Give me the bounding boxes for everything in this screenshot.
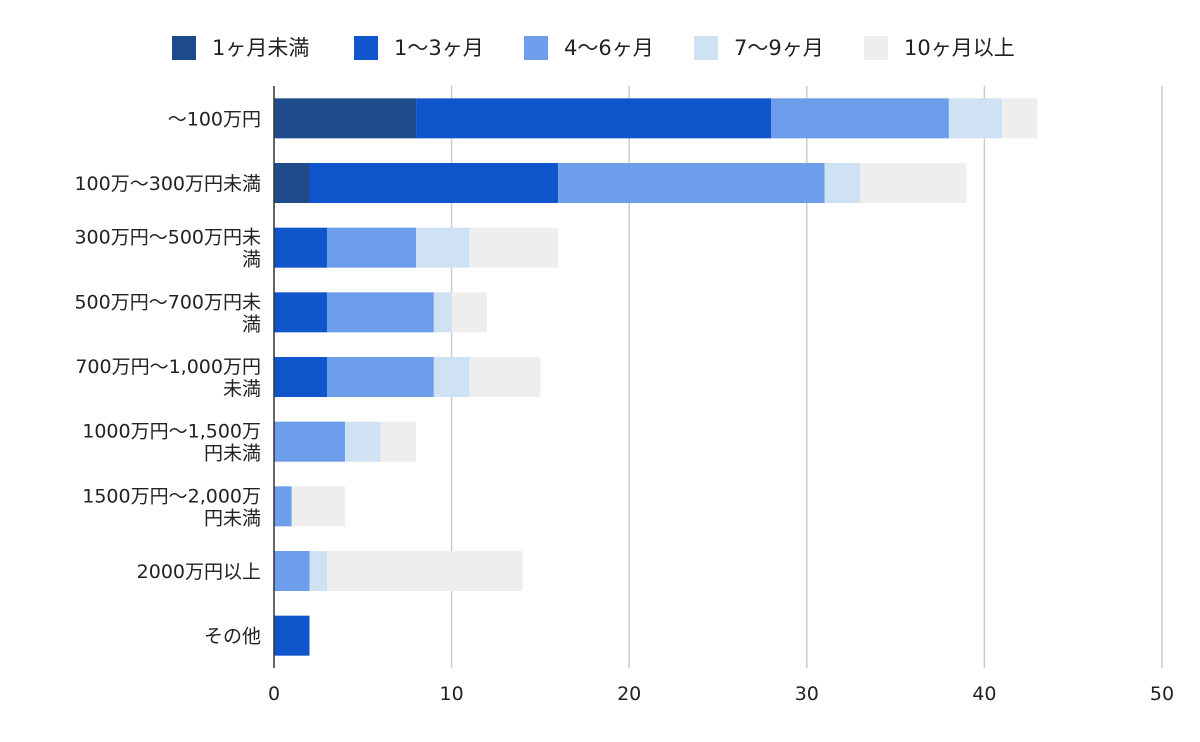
legend-item-3: 4〜6ヶ月 xyxy=(524,36,654,60)
bar-segment-1-series-1 xyxy=(274,98,417,139)
bar-segment-2-series-4 xyxy=(824,163,861,203)
bar-segment-3-series-4 xyxy=(416,227,470,268)
category-label-3-line-1: 300万円〜500万円未 xyxy=(74,227,261,249)
legend-item-5: 10ヶ月以上 xyxy=(864,36,1015,60)
bar-segment-8-series-3 xyxy=(274,551,310,591)
legend-swatch-1 xyxy=(172,36,196,60)
bar-segment-3-series-3 xyxy=(327,227,417,268)
legend-swatch-5 xyxy=(864,36,888,60)
legend-swatch-3 xyxy=(524,36,548,60)
bar-segment-4-series-5 xyxy=(451,292,488,333)
bar-segment-1-series-4 xyxy=(948,98,1003,139)
bar-segment-6-series-4 xyxy=(345,421,381,462)
bar-segment-4-series-3 xyxy=(327,292,434,333)
legend-label-5: 10ヶ月以上 xyxy=(904,36,1015,60)
category-label-8: 2000万円以上 xyxy=(137,561,261,583)
category-label-4-line-1: 500万円〜700万円未 xyxy=(74,291,261,313)
category-label-6-line-1: 1000万円〜1,500万 xyxy=(82,421,261,443)
x-tick-label-10: 10 xyxy=(440,683,464,705)
bar-segment-5-series-2 xyxy=(274,357,328,397)
x-tick-label-50: 50 xyxy=(1150,683,1174,705)
bar-segment-9-series-2 xyxy=(274,615,310,656)
x-tick-labels: 0 10 20 30 40 50 xyxy=(268,683,1174,705)
bar-segment-2-series-2 xyxy=(309,163,559,203)
bar-segment-5-series-5 xyxy=(469,357,541,397)
x-tick-label-20: 20 xyxy=(617,683,641,705)
category-label-2: 100万〜300万円未満 xyxy=(74,173,261,195)
bar-segment-1-series-5 xyxy=(1002,98,1038,139)
legend-swatch-2 xyxy=(354,36,378,60)
category-label-7-line-1: 1500万円〜2,000万 xyxy=(82,485,261,507)
category-label-1: 〜100万円 xyxy=(168,108,261,130)
legend-item-2: 1〜3ヶ月 xyxy=(354,36,484,60)
category-label-7-line-2: 円未満 xyxy=(204,507,261,529)
bar-segment-4-series-4 xyxy=(433,292,452,333)
legend-label-3: 4〜6ヶ月 xyxy=(564,36,654,60)
bar-segment-6-series-5 xyxy=(380,421,417,462)
legend: 1ヶ月未満 1〜3ヶ月 4〜6ヶ月 7〜9ヶ月 10ヶ月以上 xyxy=(172,36,1015,60)
bar-segment-1-series-2 xyxy=(416,98,772,139)
x-tick-label-40: 40 xyxy=(972,683,996,705)
bar-segment-3-series-5 xyxy=(469,227,559,268)
bar-segment-2-series-3 xyxy=(558,163,825,203)
bar-segment-3-series-2 xyxy=(274,227,328,268)
bars xyxy=(274,98,1038,656)
bar-segment-8-series-5 xyxy=(327,551,523,591)
category-label-5-line-2: 未満 xyxy=(223,378,261,400)
category-label-6-line-2: 円未満 xyxy=(204,443,261,465)
bar-segment-5-series-4 xyxy=(433,357,470,397)
legend-label-2: 1〜3ヶ月 xyxy=(394,36,484,60)
bar-segment-6-series-3 xyxy=(274,421,346,462)
category-label-3-line-2: 満 xyxy=(242,249,261,271)
x-tick-label-30: 30 xyxy=(795,683,819,705)
bar-segment-7-series-5 xyxy=(291,486,346,527)
legend-item-1: 1ヶ月未満 xyxy=(172,36,309,60)
bar-segment-1-series-3 xyxy=(771,98,949,139)
bar-segment-7-series-3 xyxy=(274,486,292,527)
bar-segment-4-series-2 xyxy=(274,292,328,333)
legend-label-1: 1ヶ月未満 xyxy=(212,36,309,60)
bar-segment-2-series-1 xyxy=(274,163,310,203)
bar-segment-8-series-4 xyxy=(309,551,328,591)
legend-swatch-4 xyxy=(694,36,718,60)
legend-label-4: 7〜9ヶ月 xyxy=(734,36,824,60)
category-label-5-line-1: 700万円〜1,000万円 xyxy=(75,356,261,378)
category-label-9: その他 xyxy=(204,626,261,648)
bar-segment-5-series-3 xyxy=(327,357,434,397)
category-labels: 〜100万円100万〜300万円未満300万円〜500万円未満500万円〜700… xyxy=(74,108,261,647)
legend-item-4: 7〜9ヶ月 xyxy=(694,36,824,60)
bar-segment-2-series-5 xyxy=(860,163,967,203)
x-tick-label-0: 0 xyxy=(268,683,280,705)
category-label-4-line-2: 満 xyxy=(242,313,261,335)
